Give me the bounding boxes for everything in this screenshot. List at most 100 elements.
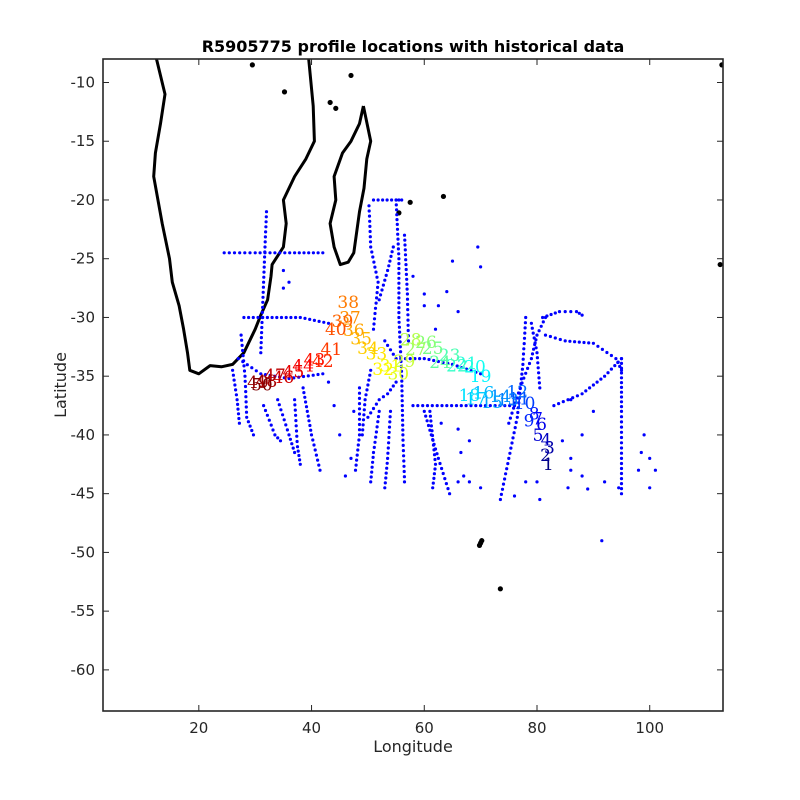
profile-label: 14 — [490, 387, 512, 407]
historical-point — [436, 304, 440, 308]
historical-point — [386, 343, 390, 347]
historical-point — [397, 301, 401, 305]
historical-point — [386, 451, 390, 455]
historical-point — [391, 245, 395, 249]
historical-point — [397, 271, 401, 275]
historical-point — [408, 357, 412, 361]
historical-point — [456, 427, 460, 431]
historical-point — [426, 423, 431, 428]
profile-label: 46 — [273, 368, 295, 388]
historical-point — [433, 327, 438, 331]
historical-point — [242, 359, 246, 363]
historical-point — [273, 251, 277, 255]
historical-point — [619, 409, 624, 413]
historical-point — [574, 310, 579, 314]
historical-point — [479, 404, 483, 408]
historical-point — [436, 456, 440, 460]
historical-point — [270, 315, 274, 320]
historical-point — [386, 446, 390, 450]
historical-point — [400, 394, 404, 398]
historical-point — [582, 340, 586, 345]
historical-point — [373, 265, 377, 269]
historical-point — [380, 288, 384, 292]
historical-point — [545, 314, 549, 318]
profile-label: 34 — [357, 339, 379, 359]
island-point — [440, 193, 447, 200]
historical-point — [507, 456, 511, 460]
historical-point — [264, 220, 268, 224]
historical-point — [283, 251, 287, 255]
historical-point — [281, 268, 285, 273]
historical-point — [476, 245, 480, 249]
historical-point — [619, 492, 624, 496]
historical-point — [357, 391, 362, 395]
historical-point — [520, 372, 524, 376]
historical-point — [443, 477, 447, 481]
historical-point — [390, 198, 394, 202]
historical-point — [401, 428, 405, 432]
historical-point — [293, 403, 297, 407]
historical-point — [397, 257, 401, 261]
historical-point — [387, 435, 391, 440]
historical-point — [298, 462, 302, 466]
historical-point — [396, 237, 400, 241]
historical-point — [441, 471, 445, 476]
historical-point — [488, 404, 492, 408]
historical-point — [479, 265, 483, 269]
historical-point — [304, 400, 308, 404]
island-point — [348, 72, 354, 79]
historical-point — [397, 252, 401, 256]
historical-point — [406, 328, 410, 333]
y-tick-label: -55 — [71, 602, 96, 620]
historical-point — [456, 480, 460, 484]
historical-point — [297, 453, 301, 458]
profile-label: 16 — [473, 384, 495, 404]
historical-point — [388, 420, 392, 424]
profile-label: 23 — [439, 346, 461, 366]
historical-point — [311, 438, 315, 442]
historical-point — [287, 433, 291, 437]
historical-point — [385, 466, 389, 470]
historical-point — [295, 445, 300, 449]
historical-point — [239, 333, 243, 337]
historical-point — [521, 357, 525, 361]
profile-label: 20 — [464, 358, 486, 378]
historical-point — [541, 315, 545, 320]
historical-point — [356, 448, 360, 452]
historical-point — [399, 359, 403, 364]
historical-point — [619, 371, 624, 375]
historical-point — [500, 487, 505, 491]
historical-point — [314, 453, 318, 457]
historical-point — [403, 248, 407, 252]
historical-point — [425, 404, 430, 408]
historical-point — [566, 398, 570, 402]
historical-point — [381, 283, 385, 287]
historical-point — [261, 285, 265, 289]
historical-point — [441, 360, 445, 365]
historical-point — [293, 408, 297, 412]
historical-point — [397, 306, 401, 310]
historical-point — [404, 272, 408, 276]
historical-point — [373, 311, 377, 316]
historical-point — [400, 404, 404, 408]
historical-point — [529, 357, 534, 361]
historical-point — [430, 429, 434, 433]
historical-point — [533, 341, 537, 345]
historical-point — [361, 428, 365, 432]
historical-point — [535, 480, 539, 484]
historical-point — [290, 442, 294, 446]
profile-label: 22 — [446, 357, 468, 377]
historical-point — [262, 280, 266, 284]
historical-point — [522, 336, 527, 340]
historical-point — [435, 404, 439, 408]
historical-point — [293, 251, 297, 255]
historical-point — [438, 461, 442, 466]
historical-point — [235, 398, 239, 402]
historical-point — [234, 393, 238, 397]
historical-point — [459, 450, 463, 455]
historical-point — [568, 339, 572, 343]
historical-point — [278, 251, 282, 255]
historical-point — [294, 429, 299, 433]
historical-point — [391, 384, 395, 388]
